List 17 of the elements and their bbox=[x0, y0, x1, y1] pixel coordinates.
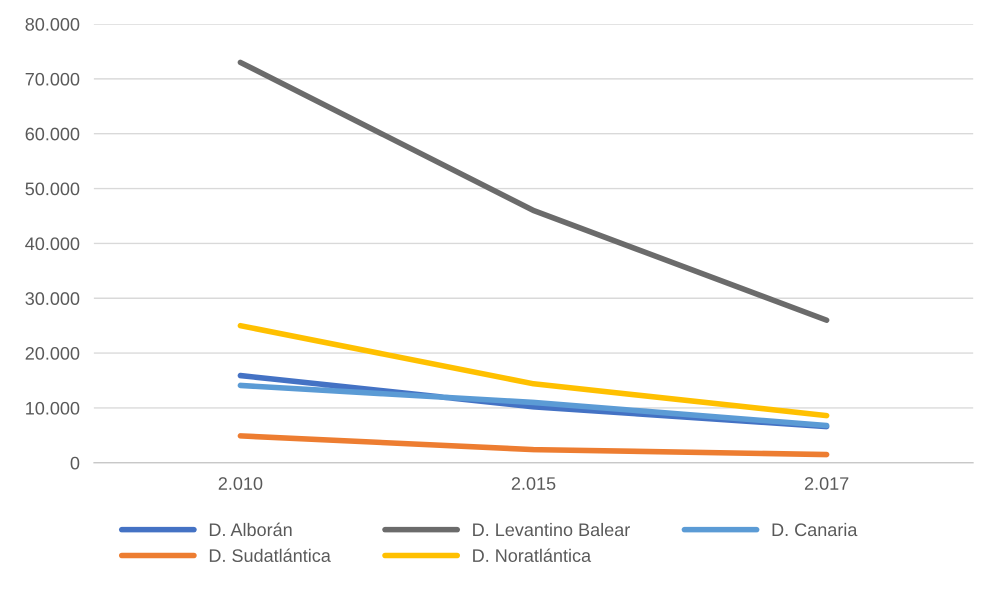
x-tick-label: 2.010 bbox=[218, 477, 262, 490]
legend-label: D. Canaria bbox=[772, 522, 858, 536]
legend-label: D. Sudatlántica bbox=[210, 548, 331, 562]
y-tick-label: 70.000 bbox=[26, 72, 80, 86]
y-tick-label: 30.000 bbox=[25, 292, 80, 305]
legend-label: D. Alborán bbox=[210, 522, 292, 536]
y-tick-label: 0 bbox=[70, 456, 80, 470]
y-tick-label: 20.000 bbox=[26, 347, 80, 360]
legend-label: D. Levantino Balear bbox=[473, 522, 630, 536]
y-tick-label: 60.000 bbox=[26, 128, 80, 140]
x-tick-label: 2.017 bbox=[804, 477, 848, 490]
y-tick-label: 10.000 bbox=[26, 402, 80, 415]
legend-label: D. Noratlántica bbox=[473, 548, 592, 562]
y-tick-label: 40.000 bbox=[25, 237, 80, 250]
x-tick-label: 2.015 bbox=[512, 477, 556, 490]
y-tick-label: 50.000 bbox=[25, 182, 80, 196]
y-tick-label: 80.000 bbox=[26, 18, 80, 31]
